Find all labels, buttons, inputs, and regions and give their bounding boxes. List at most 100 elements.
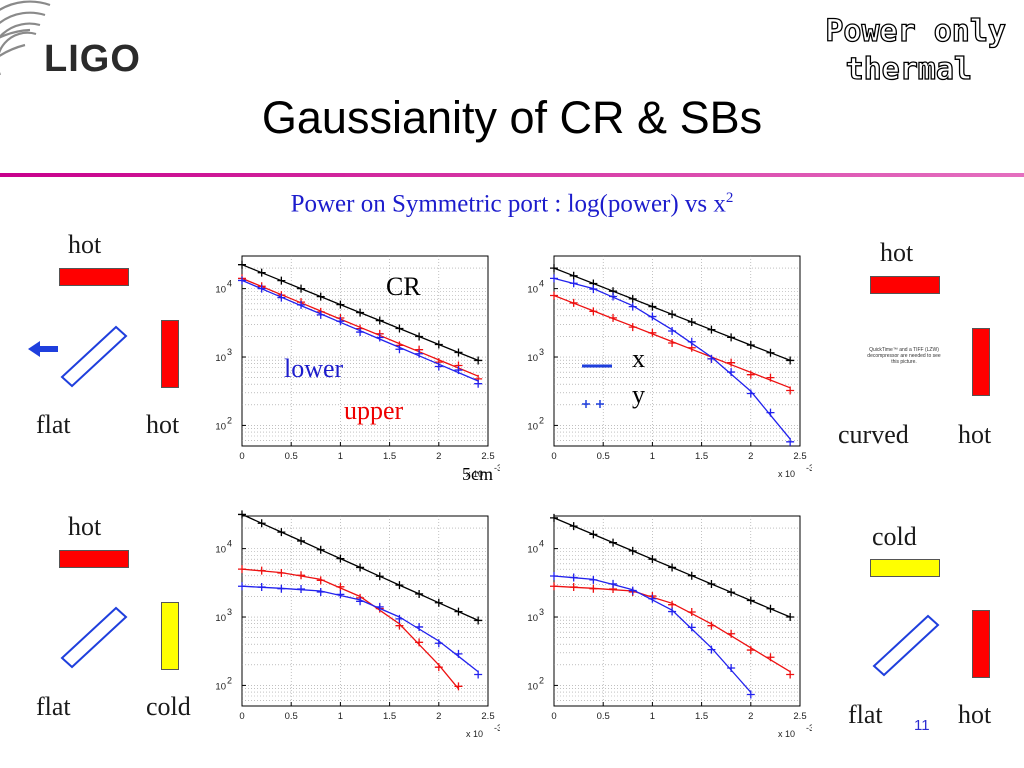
data-point-marker [336, 300, 345, 309]
data-point-marker [648, 312, 657, 321]
data-point-marker [356, 328, 365, 337]
x-tick-label: 0.5 [285, 711, 298, 722]
y-tick-base: 10 [215, 353, 226, 364]
x-tick-label: 1 [338, 711, 343, 722]
y-tick-base: 10 [215, 545, 226, 556]
data-point-marker [297, 536, 306, 545]
data-point-marker [609, 579, 618, 588]
plot-frame [241, 515, 489, 707]
title-divider [0, 173, 1024, 177]
data-point-marker [569, 298, 578, 307]
data-point-marker [648, 555, 657, 564]
label-flat-bottom-left: flat [36, 692, 71, 721]
data-point-marker [766, 348, 775, 357]
y-tick-exponent: 4 [539, 539, 544, 549]
x-tick-label: 1.5 [383, 711, 396, 722]
y-tick-exponent: 3 [227, 607, 232, 617]
series-black [550, 513, 795, 622]
y-tick-exponent: 3 [227, 347, 232, 357]
data-point-marker [395, 345, 404, 354]
data-point-marker [648, 594, 657, 603]
quicktime-placeholder: QuickTime™ and a TIFF (LZW) decompressor… [867, 347, 941, 365]
left-arrow-icon [28, 341, 58, 357]
data-point-marker [628, 294, 637, 303]
data-point-marker [628, 302, 637, 311]
label-cold-bottom-left: cold [146, 692, 191, 721]
hot-mirror-bar [59, 550, 129, 568]
data-point-marker [766, 604, 775, 613]
data-point-marker [474, 670, 483, 679]
data-point-marker [297, 284, 306, 293]
data-point-marker [336, 582, 345, 591]
plot-bottom-left: 0 0.5 1 1.5 2 2.5 x 10 -3 10 4 10 3 10 2 [210, 508, 500, 743]
x-exponent-label: x 10 [466, 469, 483, 479]
y-tick-exponent: 2 [539, 415, 544, 425]
data-point-marker [589, 307, 598, 316]
data-point-marker [707, 645, 716, 654]
data-point-marker [786, 613, 795, 622]
data-point-marker [434, 663, 443, 672]
data-point-marker [589, 584, 598, 593]
slide-title: Gaussianity of CR & SBs [261, 92, 763, 143]
data-point-marker [550, 264, 558, 273]
x-exponent-power: -3 [806, 463, 812, 473]
y-tick-base: 10 [527, 353, 538, 364]
data-point-marker [415, 589, 424, 598]
data-point-marker [415, 349, 424, 358]
y-tick-base: 10 [527, 421, 538, 432]
data-point-marker [786, 437, 795, 446]
series-blue [238, 582, 483, 679]
subtitle: Power on Symmetric port : log(power) vs … [0, 190, 1024, 218]
data-point-marker [786, 386, 795, 395]
y-tick-exponent: 4 [227, 279, 232, 289]
y-tick-exponent: 4 [539, 279, 544, 289]
data-point-marker [727, 333, 736, 342]
data-point-marker [648, 328, 657, 337]
data-point-marker [707, 325, 716, 334]
data-point-marker [746, 690, 755, 699]
legend-plus-y [582, 400, 604, 408]
hot-mirror-bar [59, 268, 129, 286]
data-point-marker [356, 308, 365, 317]
data-point-marker [628, 586, 637, 595]
hot-mirror-vertical [972, 610, 990, 678]
data-point-marker [766, 408, 775, 417]
data-point-marker [277, 293, 286, 302]
label-cold-top-right: cold [872, 522, 917, 551]
label-lower: lower [284, 354, 344, 383]
x-exponent-power: -3 [806, 723, 812, 733]
data-point-marker [687, 571, 696, 580]
y-tick-base: 10 [527, 681, 538, 692]
data-point-marker [668, 327, 677, 336]
x-tick-label: 0 [239, 711, 244, 722]
data-point-marker [609, 538, 618, 547]
data-point-marker [375, 316, 384, 325]
series-black [238, 260, 483, 365]
x-tick-label: 1.5 [695, 451, 708, 462]
x-exponent-power: -3 [494, 463, 500, 473]
data-point-marker [569, 583, 578, 592]
x-exponent-label: x 10 [778, 469, 795, 479]
x-tick-label: 0 [551, 451, 556, 462]
x-tick-label: 0.5 [597, 451, 610, 462]
series-black [238, 510, 483, 625]
data-point-marker [257, 284, 266, 293]
x-tick-label: 1 [650, 711, 655, 722]
series-blue [550, 571, 755, 699]
data-point-marker [454, 682, 463, 691]
data-point-marker [668, 607, 677, 616]
beam-splitter-diagram [28, 325, 128, 388]
data-point-marker [395, 614, 404, 623]
series-red [550, 291, 795, 395]
data-point-marker [238, 260, 246, 269]
label-hot-top-left: hot [68, 230, 102, 259]
x-tick-label: 0.5 [285, 451, 298, 462]
data-point-marker [257, 268, 266, 277]
data-point-marker [668, 310, 677, 319]
plot-top-right: 0 0.5 1 1.5 2 2.5 x 10 -3 10 4 10 3 10 2 [522, 248, 812, 483]
data-point-marker [336, 590, 345, 599]
plot-frame [553, 255, 801, 447]
y-tick-exponent: 2 [227, 415, 232, 425]
